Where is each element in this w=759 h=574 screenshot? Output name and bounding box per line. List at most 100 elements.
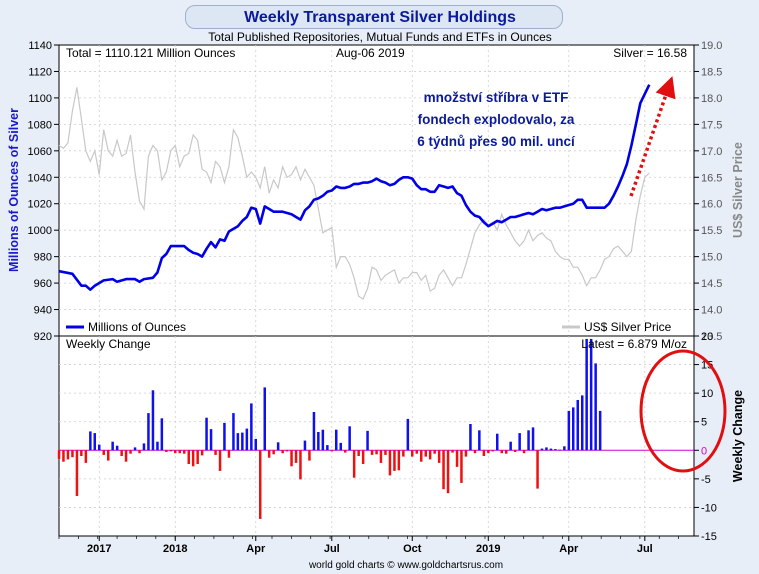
weekly-change-bar (513, 450, 517, 452)
x-tick-label: 2018 (163, 543, 187, 555)
weekly-change-bar (115, 445, 119, 451)
weekly-change-bar (209, 429, 213, 451)
left-tick-label: 1020 (28, 199, 52, 211)
weekly-change-bar (138, 450, 141, 454)
silver-price-label: Silver = 16.58 (613, 46, 687, 60)
left-tick-label: 980 (34, 252, 52, 264)
weekly-change-bar (107, 450, 110, 461)
weekly-tick-label: 15 (701, 360, 713, 372)
weekly-change-bar (62, 450, 65, 462)
weekly-change-bar (299, 450, 302, 480)
weekly-change-bar (272, 450, 275, 455)
weekly-change-bar (455, 450, 459, 467)
weekly-change-bar (133, 447, 137, 451)
weekly-change-bar (317, 432, 320, 451)
x-tick-label: Oct (403, 543, 422, 555)
weekly-change-bar (147, 413, 150, 451)
left-tick-label: 1060 (28, 146, 52, 158)
weekly-change-bar (487, 450, 490, 454)
weekly-tick-label: -15 (701, 531, 717, 543)
weekly-change-bar (379, 450, 383, 463)
weekly-change-bar (183, 450, 186, 454)
weekly-change-bar (236, 433, 240, 451)
weekly-change-bar (415, 450, 418, 454)
weekly-change-bar (330, 450, 334, 452)
weekly-change-bars (57, 338, 602, 519)
weekly-change-bar (57, 450, 61, 459)
total-label: Total = 1110.121 Million Ounces (66, 46, 235, 60)
weekly-change-bar (563, 446, 566, 451)
left-tick-label: 1000 (28, 225, 52, 237)
weekly-change-bar (290, 450, 293, 467)
weekly-change-bar (196, 450, 199, 464)
annotation-line-1: množství stříbra v ETF (424, 90, 569, 105)
weekly-change-bar (169, 450, 173, 452)
right-tick-label: 18.0 (701, 93, 722, 105)
weekly-change-bar (518, 433, 521, 451)
weekly-tick-label: 0 (701, 445, 707, 457)
weekly-change-bar (375, 450, 378, 455)
left-tick-label: 1140 (28, 40, 52, 52)
left-tick-label: 1120 (28, 66, 52, 78)
weekly-change-bar (500, 450, 503, 454)
weekly-change-bar (294, 450, 298, 463)
weekly-change-bar (531, 427, 535, 451)
legend-holdings-label: Millions of Ounces (88, 320, 186, 334)
right-tick-label: 16.0 (701, 199, 722, 211)
x-tick-label: Apr (246, 543, 266, 555)
weekly-change-bar (214, 450, 217, 455)
weekly-change-bar (263, 387, 266, 451)
weekly-change-title: Weekly Change (66, 337, 151, 351)
weekly-change-bar (446, 450, 450, 494)
weekly-change-bar (589, 338, 593, 451)
weekly-change-bar (352, 450, 356, 478)
weekly-tick-label: 20 (701, 331, 713, 343)
weekly-change-bar (205, 417, 208, 451)
weekly-change-bar (357, 450, 360, 456)
weekly-change-bar (178, 450, 181, 454)
left-tick-label: 1040 (28, 172, 52, 184)
weekly-change-bar (478, 430, 481, 451)
weekly-change-bar (581, 395, 584, 451)
weekly-change-bar (460, 450, 463, 483)
weekly-change-bar (80, 450, 83, 456)
weekly-change-bar (267, 450, 271, 458)
weekly-change-bar (98, 444, 101, 451)
weekly-change-bar (259, 450, 262, 519)
weekly-change-bar (339, 442, 342, 451)
weekly-change-bar (187, 450, 190, 464)
annotation-line-3: 6 týdnů přes 90 mil. uncí (417, 134, 576, 149)
x-tick-label: Jul (637, 543, 653, 555)
weekly-change-bar (522, 450, 526, 454)
weekly-change-bar (191, 450, 195, 467)
weekly-change-bar (223, 422, 226, 451)
weekly-change-bar (402, 450, 405, 457)
weekly-change-bar (496, 433, 499, 451)
weekly-change-bar (321, 429, 325, 451)
weekly-change-bar (527, 430, 530, 451)
x-tick-label: Jul (324, 543, 340, 555)
weekly-change-bar (156, 441, 159, 451)
silver-price-line (58, 87, 650, 300)
weekly-change-bar (406, 418, 410, 451)
weekly-change-axis-ticks: -15 -10 -5 0 5 10 15 20 (694, 331, 717, 543)
weekly-change-bar (594, 363, 597, 451)
weekly-tick-label: 5 (701, 417, 707, 429)
weekly-change-bar (469, 424, 472, 451)
weekly-change-bar (361, 450, 365, 464)
weekly-change-bar (366, 430, 369, 451)
left-tick-label: 960 (34, 278, 52, 290)
right-tick-label: 17.5 (701, 119, 722, 131)
weekly-change-bar (420, 450, 423, 462)
weekly-change-bar (424, 450, 427, 457)
left-axis-label: Millions of Ounces of Silver (7, 108, 21, 272)
bottom-plot-area (58, 335, 695, 537)
legend-price-label: US$ Silver Price (584, 320, 672, 334)
right-tick-label: 16.5 (701, 172, 722, 184)
weekly-change-bar (285, 450, 289, 452)
weekly-change-bar (84, 450, 88, 463)
left-tick-label: 940 (34, 305, 52, 317)
weekly-change-bar (545, 447, 548, 451)
